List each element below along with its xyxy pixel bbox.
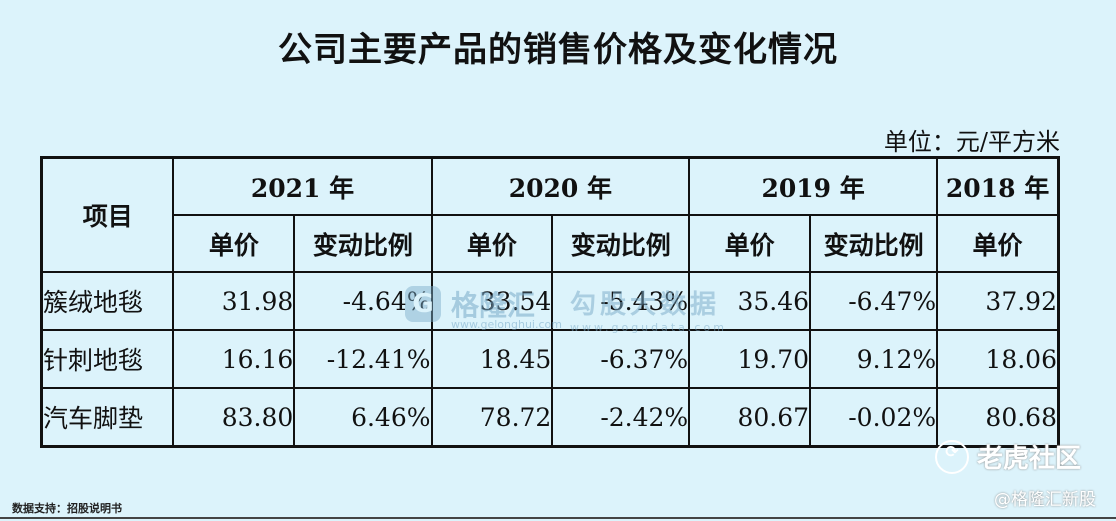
- bottom-divider: [0, 517, 1116, 519]
- price-header: 单价: [688, 214, 812, 273]
- tiger-community-watermark: ⟳ 老虎社区: [935, 438, 1081, 475]
- item-header: 项目: [40, 156, 175, 273]
- price-cell: 78.72: [430, 387, 554, 448]
- change-cell: -2.42%: [551, 387, 691, 448]
- table-row: 簇绒地毯 31.98 -4.64% 33.54 -5.43% 35.46 -6.…: [40, 271, 1060, 331]
- change-header: 变动比例: [293, 214, 433, 273]
- price-header: 单价: [430, 214, 554, 273]
- price-table: 项目 2021 年 2020 年 2019 年 2018 年 单价 变动比例 单…: [40, 156, 1060, 448]
- year-header-2019: 2019 年: [688, 156, 939, 216]
- price-header: 单价: [172, 214, 296, 273]
- change-cell: 9.12%: [809, 329, 939, 389]
- price-cell: 35.46: [688, 271, 812, 331]
- unit-label: 单位：元/平方米: [883, 128, 1060, 156]
- price-cell: 83.80: [172, 387, 296, 448]
- row-label: 汽车脚垫: [40, 387, 175, 448]
- price-cell: 80.67: [688, 387, 812, 448]
- change-cell: 6.46%: [293, 387, 433, 448]
- change-header: 变动比例: [809, 214, 939, 273]
- price-cell: 18.06: [936, 329, 1060, 389]
- price-cell: 19.70: [688, 329, 812, 389]
- tiger-icon: ⟳: [935, 439, 969, 474]
- credit-watermark: @格隆汇新股: [994, 490, 1096, 510]
- price-cell: 18.45: [430, 329, 554, 389]
- change-cell: -0.02%: [809, 387, 939, 448]
- price-cell: 16.16: [172, 329, 296, 389]
- table-row: 针刺地毯 16.16 -12.41% 18.45 -6.37% 19.70 9.…: [40, 329, 1060, 389]
- change-cell: -6.47%: [809, 271, 939, 331]
- price-header: 单价: [936, 214, 1060, 273]
- year-header-2018: 2018 年: [936, 156, 1060, 216]
- year-header-2020: 2020 年: [430, 156, 691, 216]
- gogudata-watermark-text: 勾股大数据: [570, 290, 721, 320]
- price-cell: 33.54: [430, 271, 554, 331]
- source-note: 数据支持：招股说明书: [12, 502, 122, 515]
- price-cell: 37.92: [936, 271, 1060, 331]
- year-header-2021: 2021 年: [172, 156, 433, 216]
- change-cell: -5.43%: [551, 271, 691, 331]
- change-header: 变动比例: [551, 214, 691, 273]
- gogudata-watermark-url: www.gogudata.com: [570, 321, 727, 334]
- tiger-community-text: 老虎社区: [977, 444, 1082, 474]
- header-row-subs: 单价 变动比例 单价 变动比例 单价 变动比例 单价: [42, 214, 1060, 273]
- change-cell: -6.37%: [551, 329, 691, 389]
- header-row-years: 项目 2021 年 2020 年 2019 年 2018 年: [40, 156, 1060, 273]
- price-cell: 80.68: [936, 387, 1060, 448]
- row-label: 簇绒地毯: [40, 271, 175, 331]
- gogudata-watermark: 勾股大数据 www.gogudata.com: [570, 284, 727, 334]
- table-row: 汽车脚垫 83.80 6.46% 78.72 -2.42% 80.67 -0.0…: [40, 387, 1060, 448]
- change-cell: -4.64%: [293, 271, 433, 331]
- row-label: 针刺地毯: [40, 329, 175, 389]
- page-title: 公司主要产品的销售价格及变化情况: [278, 30, 838, 70]
- change-cell: -12.41%: [293, 329, 433, 389]
- price-cell: 31.98: [172, 271, 296, 331]
